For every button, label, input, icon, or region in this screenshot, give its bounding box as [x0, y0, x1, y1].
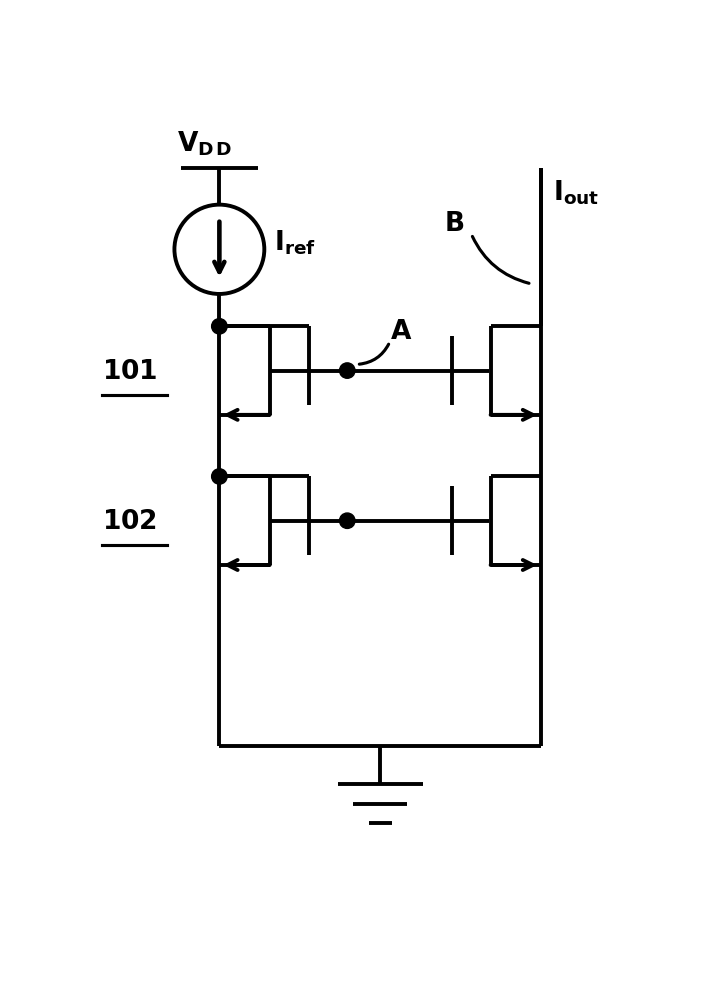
- Text: $\mathbf{I}_{\mathbf{ref}}$: $\mathbf{I}_{\mathbf{ref}}$: [273, 228, 315, 256]
- FancyArrowPatch shape: [360, 345, 388, 365]
- Text: $\mathbf{A}$: $\mathbf{A}$: [390, 318, 412, 343]
- Text: $\mathbf{V}_{\mathbf{D}\,\mathbf{D}}$: $\mathbf{V}_{\mathbf{D}\,\mathbf{D}}$: [177, 129, 232, 158]
- Circle shape: [212, 469, 227, 485]
- Text: $\mathbf{101}$: $\mathbf{101}$: [102, 359, 157, 384]
- Circle shape: [339, 364, 355, 379]
- Circle shape: [339, 514, 355, 529]
- Text: $\mathbf{B}$: $\mathbf{B}$: [444, 211, 464, 236]
- Text: $\mathbf{I}_{\mathbf{out}}$: $\mathbf{I}_{\mathbf{out}}$: [552, 178, 599, 207]
- Text: $\mathbf{102}$: $\mathbf{102}$: [102, 509, 156, 534]
- Circle shape: [212, 319, 227, 335]
- FancyArrowPatch shape: [472, 238, 529, 284]
